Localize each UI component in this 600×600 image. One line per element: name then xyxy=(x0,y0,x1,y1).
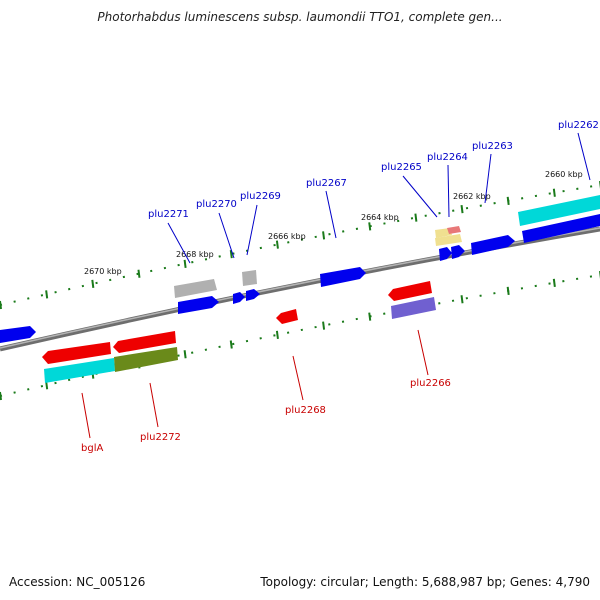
major-tick xyxy=(506,286,510,296)
gene-arrow[interactable] xyxy=(471,235,515,255)
scale-label-2668: 2668 kbp xyxy=(176,250,214,259)
reverse-tick-ring xyxy=(0,274,600,397)
gene-block[interactable] xyxy=(44,358,115,383)
chromosome-backbone-highlight xyxy=(0,227,600,349)
gene-arrow[interactable] xyxy=(246,289,260,301)
gene-label-plu2262[interactable]: plu2262 xyxy=(558,120,599,131)
major-tick xyxy=(552,278,556,287)
major-tick xyxy=(229,249,233,259)
gene-arrow[interactable] xyxy=(178,296,219,314)
scale-label-2670: 2670 kbp xyxy=(84,267,122,276)
major-tick xyxy=(183,259,187,268)
major-tick xyxy=(368,312,372,321)
gene-arrow[interactable] xyxy=(42,342,111,364)
map-title: Photorhabdus luminescens subsp. laumondi… xyxy=(97,10,503,24)
gene-arrow[interactable] xyxy=(233,292,245,304)
gene-block[interactable] xyxy=(242,270,257,286)
gene-label-plu2264[interactable]: plu2264 xyxy=(427,152,468,163)
gene-label-plu2269[interactable]: plu2269 xyxy=(240,191,281,202)
gene-arrow[interactable] xyxy=(388,281,432,301)
major-tick xyxy=(506,196,510,205)
gene-arrow[interactable] xyxy=(522,214,600,243)
gene-block[interactable] xyxy=(174,279,217,298)
major-tick xyxy=(552,188,556,197)
gene-arrow[interactable] xyxy=(276,309,298,324)
gene-arrow[interactable] xyxy=(320,267,366,287)
genome-summary: Topology: circular; Length: 5,688,987 bp… xyxy=(260,575,590,589)
gene-arrow[interactable] xyxy=(0,326,36,343)
gene-label-plu2263[interactable]: plu2263 xyxy=(472,141,513,152)
scale-label-2664: 2664 kbp xyxy=(361,213,399,222)
major-tick xyxy=(45,290,49,299)
gene-label-plu2268[interactable]: plu2268 xyxy=(285,405,326,416)
reverse-genes xyxy=(42,281,436,383)
scale-label-2660: 2660 kbp xyxy=(545,170,583,179)
gene-arrow[interactable] xyxy=(451,245,465,259)
major-tick xyxy=(183,350,187,359)
gene-label-plu2272[interactable]: plu2272 xyxy=(140,432,181,443)
major-tick xyxy=(368,222,372,231)
gene-block[interactable] xyxy=(518,195,600,226)
forward-genes xyxy=(0,195,600,343)
gene-block[interactable] xyxy=(435,228,452,238)
gene-block[interactable] xyxy=(114,347,178,372)
gene-label-plu2265[interactable]: plu2265 xyxy=(381,162,422,173)
major-ticks xyxy=(0,181,600,401)
major-tick xyxy=(460,205,464,214)
gene-block[interactable] xyxy=(447,226,461,234)
gene-label-bglA[interactable]: bglA xyxy=(81,443,103,454)
major-tick xyxy=(322,231,326,240)
major-tick xyxy=(137,269,141,278)
major-tick xyxy=(414,213,418,222)
gene-label-plu2271[interactable]: plu2271 xyxy=(148,209,189,220)
major-tick xyxy=(91,279,95,289)
reverse-label-lines xyxy=(81,329,429,439)
major-tick xyxy=(322,321,326,330)
gene-arrow[interactable] xyxy=(439,247,452,261)
major-tick xyxy=(0,391,2,401)
major-tick xyxy=(460,295,464,304)
gene-block[interactable] xyxy=(391,297,436,319)
accession-label: Accession: NC_005126 xyxy=(9,575,146,589)
major-tick xyxy=(0,300,2,310)
major-tick xyxy=(275,240,279,249)
gene-label-plu2266[interactable]: plu2266 xyxy=(410,378,451,389)
chromosome-backbone xyxy=(0,226,600,352)
scale-label-2666: 2666 kbp xyxy=(268,232,306,241)
gene-label-plu2270[interactable]: plu2270 xyxy=(196,199,237,210)
major-tick xyxy=(275,330,279,340)
gene-block[interactable] xyxy=(435,234,462,246)
gene-arrow[interactable] xyxy=(113,331,176,353)
major-tick xyxy=(229,340,233,349)
gene-label-plu2267[interactable]: plu2267 xyxy=(306,178,347,189)
forward-label-lines xyxy=(167,132,591,264)
scale-label-2662: 2662 kbp xyxy=(453,192,491,201)
